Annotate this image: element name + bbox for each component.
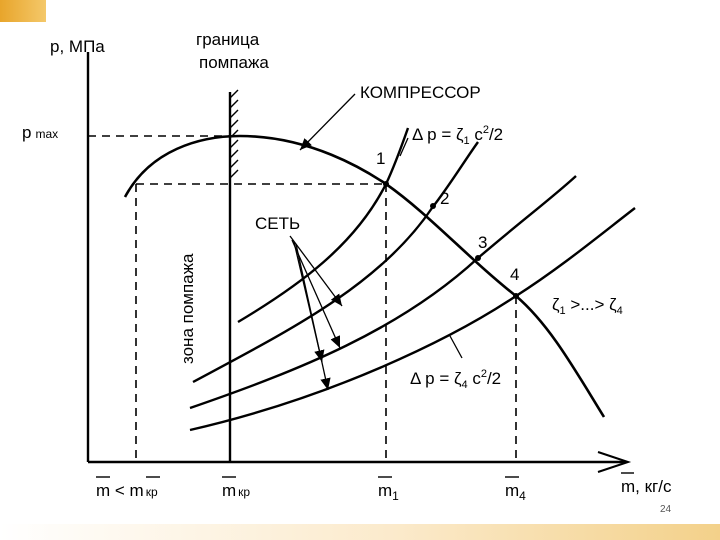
point-2-marker bbox=[430, 203, 436, 209]
x-axis-label: m, кг/с bbox=[621, 477, 672, 496]
point-1-label: 1 bbox=[376, 149, 385, 168]
eq4-pointer bbox=[449, 335, 463, 359]
equation-zeta4: Δ p = ζ4 c2/2 bbox=[410, 368, 501, 391]
tick-m1: m1 bbox=[378, 476, 399, 503]
network-pointer-4 bbox=[295, 243, 331, 391]
tick-m4: m4 bbox=[505, 476, 526, 503]
eq1-pointer bbox=[399, 137, 409, 157]
surge-boundary-label-line2: помпажа bbox=[199, 53, 269, 72]
point-3-marker bbox=[475, 255, 481, 261]
svg-text:m < mкр: m < m кр bbox=[96, 481, 158, 500]
surge-zone-label: зона помпажа bbox=[178, 253, 197, 364]
compressor-label: КОМПРЕССОР bbox=[360, 83, 481, 102]
network-label: СЕТЬ bbox=[255, 214, 300, 233]
network-curve-4 bbox=[189, 207, 636, 432]
y-axis-label: p, МПа bbox=[50, 37, 105, 56]
tick-mkr: m кр bbox=[222, 476, 250, 500]
operating-points: 1 2 3 4 bbox=[376, 149, 519, 299]
network-curve-3 bbox=[189, 175, 577, 410]
network-curve-1 bbox=[237, 127, 410, 324]
svg-text:m4: m4 bbox=[505, 481, 526, 503]
surge-boundary-label-line1: граница bbox=[196, 30, 260, 49]
network-pointer-1 bbox=[289, 235, 343, 307]
equation-zeta1: Δ p = ζ1 c2/2 bbox=[412, 124, 503, 147]
top-left-accent bbox=[0, 0, 46, 22]
bottom-accent-bar bbox=[0, 524, 720, 540]
point-4-marker bbox=[513, 293, 519, 299]
svg-text:m1: m1 bbox=[378, 481, 399, 503]
tick-m-lt-mkr: m < m кр bbox=[96, 476, 160, 500]
point-1-marker bbox=[383, 181, 389, 187]
point-2-label: 2 bbox=[440, 189, 449, 208]
page-number: 24 bbox=[660, 504, 672, 515]
surge-boundary-wall bbox=[228, 89, 239, 462]
network-curve-2 bbox=[192, 141, 479, 384]
point-4-label: 4 bbox=[510, 265, 519, 284]
point-3-label: 3 bbox=[478, 233, 487, 252]
svg-text:mкр: m кр bbox=[222, 481, 250, 500]
x-axis-arrow bbox=[597, 451, 632, 473]
network-pointer-2 bbox=[291, 239, 341, 349]
compressor-pointer bbox=[299, 93, 356, 151]
pmax-label: p max bbox=[22, 123, 58, 142]
zeta-order-label: ζ1 >...> ζ4 bbox=[552, 295, 623, 317]
